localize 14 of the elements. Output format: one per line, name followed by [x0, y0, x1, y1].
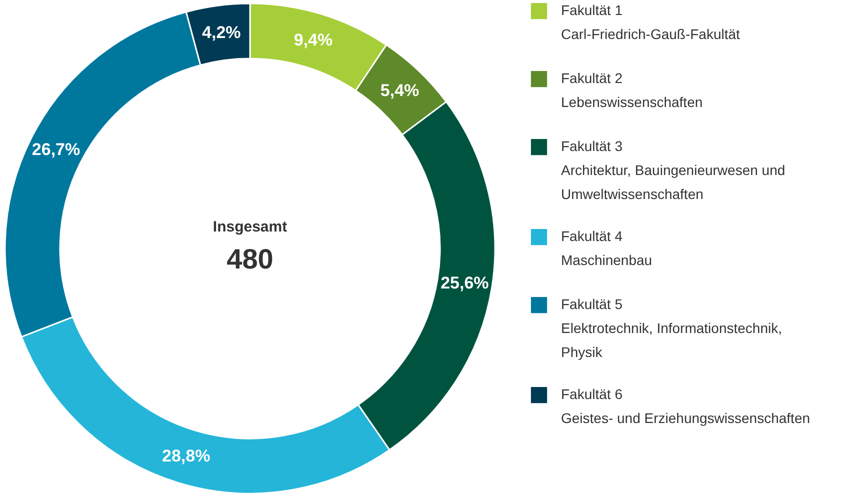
legend-label: Fakultät 1 Carl-Friedrich-Gauß-Fakultät	[561, 2, 740, 42]
data-label: 5,4%	[380, 80, 420, 100]
data-label: 4,2%	[202, 22, 241, 42]
legend-label: Fakultät 2 Lebenswissenschaften	[561, 70, 703, 110]
legend-label: Fakultät 4 Maschinenbau	[561, 228, 652, 268]
data-label: 28,8%	[162, 446, 210, 466]
legend-label: Fakultät 6 Geistes- und Erziehungswissenschaften	[561, 386, 810, 426]
text: Insgesamt	[212, 218, 288, 236]
data-label: 9,4%	[294, 30, 333, 50]
data-label: 25,6%	[440, 274, 489, 292]
legend-label: Fakultät 3 Architektur, Bauingenieurwesen und Umweltwissenschaften	[561, 138, 786, 202]
text: 480	[226, 244, 274, 274]
data-label: 26,7%	[32, 140, 80, 160]
legend-label: Fakultät 5 Elektrotechnik, Informationstechnik, Physik	[561, 296, 782, 360]
